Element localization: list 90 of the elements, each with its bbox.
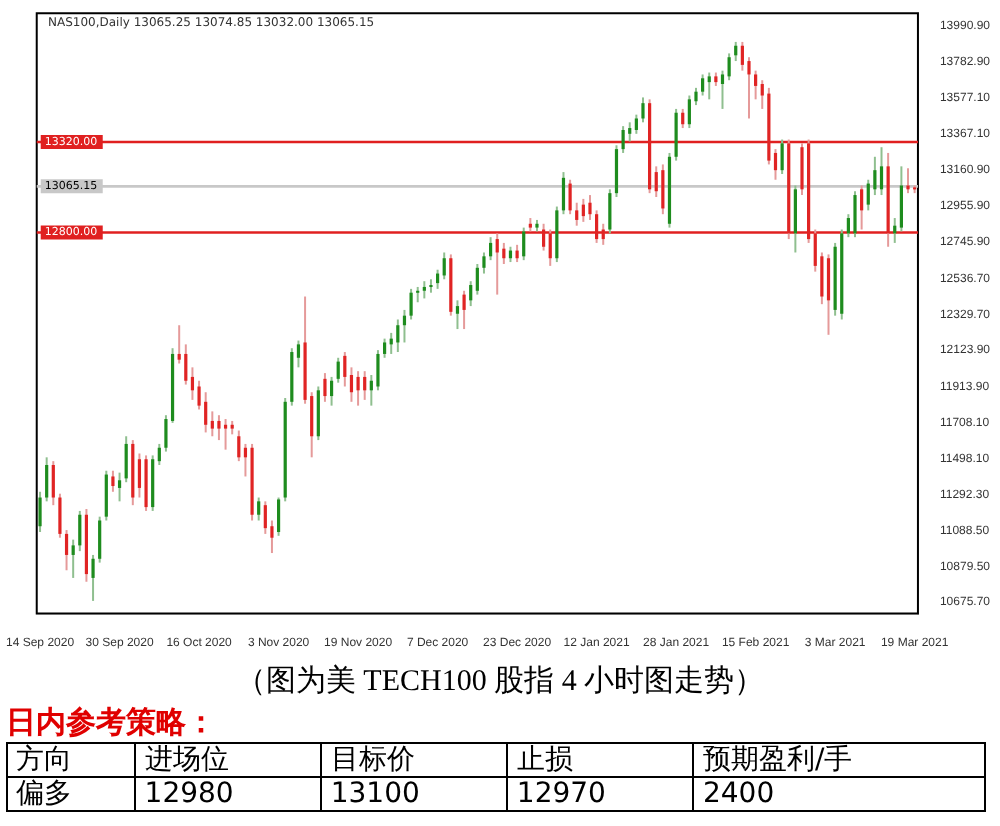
candlestick	[707, 71, 711, 101]
candlestick	[588, 194, 592, 221]
candlestick	[488, 236, 493, 262]
candlestick	[608, 188, 612, 235]
candlestick	[151, 454, 155, 512]
candlestick	[276, 496, 281, 537]
text: 12970	[507, 777, 694, 811]
candlestick	[349, 366, 354, 403]
candlestick	[343, 351, 347, 388]
candlestick	[296, 339, 301, 369]
candlestick	[634, 113, 638, 135]
candlestick	[323, 372, 327, 403]
candlestick	[674, 107, 678, 162]
candlestick	[38, 490, 42, 533]
candlestick	[45, 456, 49, 503]
candlestick	[641, 96, 645, 124]
candlestick	[873, 155, 877, 197]
candlestick	[899, 165, 903, 233]
candlestick	[853, 190, 857, 239]
text: 止损	[507, 743, 694, 777]
candlestick	[58, 492, 62, 539]
candlestick	[51, 460, 55, 507]
candlestick	[469, 280, 473, 308]
candlestick	[409, 287, 413, 321]
candlestick	[727, 52, 731, 82]
text: 偏多	[7, 777, 136, 811]
candlestick	[826, 253, 831, 336]
candlestick	[773, 148, 778, 181]
candlestick	[720, 69, 725, 110]
candlestick	[621, 125, 625, 154]
candlestick	[575, 201, 579, 227]
candlestick	[879, 146, 884, 197]
candlestick	[376, 349, 380, 392]
candlestick	[356, 370, 360, 407]
candlestick	[91, 553, 95, 602]
text: 13100	[321, 777, 508, 811]
candlestick	[217, 414, 221, 442]
candlestick	[555, 205, 559, 264]
candlestick	[780, 138, 784, 175]
candlestick	[71, 538, 75, 579]
candlestick	[223, 418, 228, 451]
candlestick	[237, 429, 241, 463]
candlestick	[793, 184, 797, 254]
candlestick	[137, 452, 142, 499]
text: （图为美 TECH100 股指 4 小时图走势）	[233, 662, 767, 702]
candlestick	[382, 337, 387, 359]
candlestick	[614, 144, 619, 198]
candlestick	[104, 469, 108, 522]
candlestick	[78, 509, 82, 553]
candlestick	[522, 226, 526, 262]
candlestick	[184, 343, 188, 386]
candlestick	[263, 500, 267, 535]
candlestick	[329, 375, 334, 407]
candlestick	[628, 121, 632, 143]
candlestick	[475, 262, 479, 296]
text: 日内参考策略：	[6, 704, 218, 742]
candlestick	[316, 385, 320, 442]
candlestick	[98, 515, 102, 564]
text: 预期盈利/手	[693, 743, 985, 777]
candlestick	[866, 178, 870, 212]
text: 2400	[693, 777, 985, 811]
candlestick	[144, 454, 148, 512]
candlestick	[111, 469, 115, 493]
candlestick	[257, 496, 261, 522]
text: 方向	[7, 743, 136, 777]
candlestick	[204, 391, 208, 434]
candlestick	[64, 529, 69, 572]
candlestick	[210, 410, 214, 438]
candlestick	[455, 299, 460, 331]
candlestick	[482, 251, 486, 275]
candlestick	[661, 163, 665, 216]
candlestick	[568, 178, 572, 216]
candlestick	[462, 289, 466, 331]
text: 目标价	[321, 743, 508, 777]
candlestick	[396, 318, 400, 354]
candlestick	[117, 471, 122, 503]
candlestick	[561, 171, 566, 216]
candlestick	[701, 73, 705, 97]
candlestick	[442, 251, 446, 281]
candlestick	[754, 69, 758, 101]
candlestick	[740, 40, 744, 72]
candlestick	[157, 442, 161, 466]
candlestick	[190, 366, 195, 401]
candlestick	[336, 356, 340, 384]
text: 进场位	[135, 743, 322, 777]
candlestick	[124, 435, 128, 484]
candlestick	[363, 370, 367, 401]
candlestick	[906, 167, 910, 195]
text: 12980	[135, 777, 322, 811]
candlestick	[687, 94, 691, 130]
